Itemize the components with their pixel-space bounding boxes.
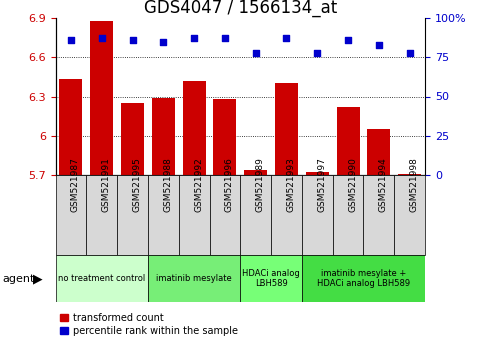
Bar [59,80,83,175]
Text: GSM521993: GSM521993 [286,157,296,212]
Text: GSM521998: GSM521998 [410,157,419,212]
Bar [275,84,298,175]
FancyBboxPatch shape [394,175,425,255]
Text: GSM521991: GSM521991 [102,157,111,212]
Point [67,37,75,43]
Text: HDACi analog
LBH589: HDACi analog LBH589 [242,269,300,288]
FancyBboxPatch shape [210,175,240,255]
Point [128,37,136,43]
Point [98,36,106,41]
Text: GSM521995: GSM521995 [132,157,142,212]
Text: GSM521992: GSM521992 [194,157,203,212]
Bar [121,103,144,175]
FancyBboxPatch shape [148,175,179,255]
Bar [183,81,206,175]
FancyBboxPatch shape [56,175,86,255]
Text: GSM521997: GSM521997 [317,157,327,212]
Text: GSM521989: GSM521989 [256,157,265,212]
Text: agent: agent [2,274,35,284]
Bar [244,170,267,175]
Bar [306,172,329,175]
FancyBboxPatch shape [56,255,148,302]
Text: no treatment control: no treatment control [58,274,145,283]
FancyBboxPatch shape [302,255,425,302]
FancyBboxPatch shape [148,255,240,302]
FancyBboxPatch shape [179,175,210,255]
FancyBboxPatch shape [302,175,333,255]
Point [190,36,198,41]
Text: GSM521990: GSM521990 [348,157,357,212]
FancyBboxPatch shape [240,175,271,255]
Point [406,50,413,55]
FancyBboxPatch shape [333,175,364,255]
FancyBboxPatch shape [117,175,148,255]
Title: GDS4047 / 1566134_at: GDS4047 / 1566134_at [143,0,337,17]
Bar [152,98,175,175]
FancyBboxPatch shape [86,175,117,255]
Bar [337,107,360,175]
FancyBboxPatch shape [271,175,302,255]
Text: ▶: ▶ [33,272,43,285]
Legend: transformed count, percentile rank within the sample: transformed count, percentile rank withi… [60,313,238,336]
Point [375,42,383,47]
Text: GSM521994: GSM521994 [379,157,388,212]
Point [283,36,290,41]
Text: GSM521996: GSM521996 [225,157,234,212]
Text: GSM521987: GSM521987 [71,157,80,212]
Point [252,50,259,55]
FancyBboxPatch shape [240,255,302,302]
Text: imatinib mesylate: imatinib mesylate [156,274,232,283]
Point [344,37,352,43]
Point [313,50,321,55]
Bar [367,129,390,175]
Text: imatinib mesylate +
HDACi analog LBH589: imatinib mesylate + HDACi analog LBH589 [317,269,410,288]
FancyBboxPatch shape [364,175,394,255]
Text: GSM521988: GSM521988 [163,157,172,212]
Bar [398,174,421,175]
Bar [90,21,114,175]
Point [159,39,167,44]
Bar [213,99,237,175]
Point [221,36,229,41]
